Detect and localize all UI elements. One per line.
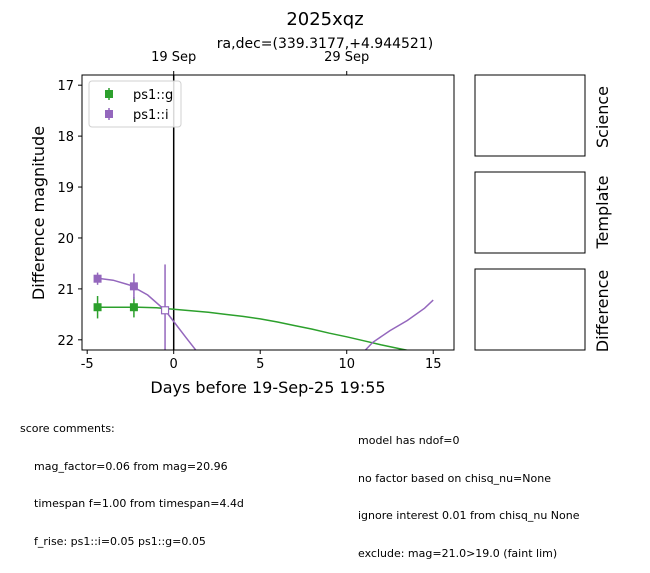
model-comment-line: exclude: mag=21.0>19.0 (faint lim) <box>358 546 558 560</box>
model-curve-i-late <box>364 299 434 350</box>
x-axis-label: Days before 19-Sep-25 19:55 <box>150 378 385 397</box>
model-curve-g <box>97 306 410 350</box>
x-tick-label: 15 <box>425 357 442 372</box>
data-point-g <box>129 303 138 312</box>
template-panel-label: Template <box>593 175 612 249</box>
science-panel <box>474 74 586 157</box>
chart-subtitle: ra,dec=(339.3177,+4.944521) <box>217 36 433 52</box>
legend: ps1::g ps1::i <box>88 80 182 128</box>
data-point-g <box>93 303 102 312</box>
top-tick-label: 29 Sep <box>324 50 369 65</box>
y-tick-label: 22 <box>57 334 74 349</box>
score-comment-line: f_rise: ps1::i=0.05 ps1::g=0.05 <box>34 534 206 548</box>
model-comment-line: model has ndof=0 <box>358 434 460 447</box>
science-panel-label: Science <box>593 86 612 148</box>
legend-i-label: ps1::i <box>133 108 169 123</box>
legend-g-marker <box>105 90 113 98</box>
y-tick-label: 17 <box>57 79 74 94</box>
legend-i-marker <box>105 110 113 118</box>
score-comments-heading: score comments: <box>20 422 115 435</box>
x-tick-label: -5 <box>81 357 94 372</box>
template-panel <box>474 171 586 254</box>
model-comment-line: no factor based on chisq_nu=None <box>358 471 551 485</box>
legend-entry-g: ps1::g <box>105 88 173 103</box>
x-tick-label: 5 <box>256 357 264 372</box>
score-comments: score comments: mag_factor=0.06 from mag… <box>20 398 244 561</box>
open-point-i <box>160 306 170 315</box>
y-tick-label: 19 <box>57 181 74 196</box>
y-tick-label: 21 <box>57 283 74 298</box>
axes: -5 0 5 10 15 17 18 19 20 21 22 19 Sep 29 Sep <box>57 50 441 372</box>
x-tick-label: 0 <box>170 357 178 372</box>
difference-panel <box>474 268 586 351</box>
plot-frame <box>81 74 455 351</box>
chart-title: 2025xqz <box>286 9 363 30</box>
y-tick-label: 18 <box>57 130 74 145</box>
model-comments: model has ndof=0 no factor based on chis… <box>358 410 580 573</box>
model-comment-line: ignore interest 0.01 from chisq_nu None <box>358 509 580 522</box>
score-comment-line: mag_factor=0.06 from mag=20.96 <box>34 459 228 473</box>
figure-canvas: 2025xqz ra,dec=(339.3177,+4.944521) -5 0 5… <box>29 9 612 397</box>
y-tick-label: 20 <box>57 232 74 247</box>
legend-entry-i: ps1::i <box>105 108 169 123</box>
model-curve-i-rise <box>97 277 197 350</box>
plot-area <box>93 75 434 350</box>
difference-panel-label: Difference <box>593 270 612 352</box>
data-point-i <box>129 282 138 291</box>
data-point-i <box>93 274 102 283</box>
legend-g-label: ps1::g <box>133 88 173 103</box>
top-tick-label: 19 Sep <box>151 50 196 65</box>
x-tick-label: 10 <box>338 357 355 372</box>
y-axis-label: Difference magnitude <box>29 126 48 300</box>
